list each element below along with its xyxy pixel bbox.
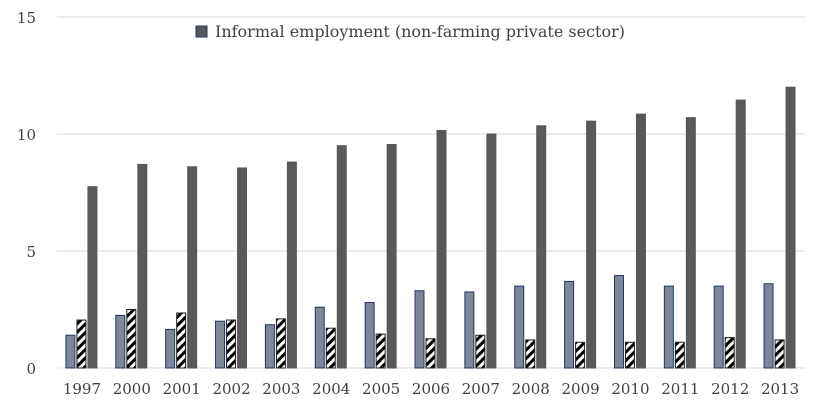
bar-informal-employment: [386, 144, 397, 369]
x-tick-label: 2006: [412, 380, 450, 398]
bar-series1: [65, 334, 76, 369]
bar-series1: [115, 314, 126, 369]
bar-series1: [165, 328, 176, 369]
x-tick-label: 2002: [212, 380, 250, 398]
bar-series1: [713, 285, 724, 369]
bar-series2: [325, 327, 336, 369]
x-tick-label: 2005: [362, 380, 400, 398]
bar-series1: [215, 320, 226, 369]
x-tick-label: 2009: [562, 380, 600, 398]
legend-swatch: [195, 25, 208, 38]
bar-series1: [613, 275, 624, 369]
bar-informal-employment: [237, 167, 248, 369]
y-tick-label: 0: [26, 360, 36, 378]
bar-series1: [414, 290, 425, 369]
bar-informal-employment: [785, 86, 796, 369]
bar-informal-employment: [436, 129, 447, 369]
bar-series2: [425, 338, 436, 369]
bar-series2: [575, 341, 586, 369]
bar-informal-employment: [187, 166, 198, 369]
bar-informal-employment: [735, 99, 746, 369]
bar-informal-employment: [486, 133, 497, 369]
bar-series2: [76, 319, 87, 369]
bar-series2: [375, 333, 386, 369]
legend: Informal employment (non-farming private…: [195, 22, 625, 41]
y-tick-label: 5: [26, 243, 36, 261]
bar-series2: [226, 319, 237, 369]
bar-series2: [126, 309, 137, 369]
y-tick-label: 10: [17, 126, 36, 144]
bar-series2: [475, 334, 486, 369]
x-axis: 1997 2000 2001 2002 2003 2004 2005 2006 2007 2008…: [63, 380, 799, 398]
bar-series1: [464, 291, 475, 369]
x-tick-label: 2010: [611, 380, 649, 398]
x-tick-label: 1997: [63, 380, 101, 398]
bar-informal-employment: [685, 117, 696, 369]
bar-series1: [663, 285, 674, 369]
bar-informal-employment: [586, 120, 597, 369]
bar-informal-employment: [137, 163, 148, 369]
x-tick-label: 2007: [462, 380, 500, 398]
bar-series2: [724, 337, 735, 369]
bar-informal-employment: [536, 125, 547, 369]
x-tick-label: 2001: [163, 380, 201, 398]
x-tick-label: 2003: [262, 380, 300, 398]
bar-series1: [364, 301, 375, 369]
bar-series1: [264, 324, 275, 369]
x-tick-label: 2008: [512, 380, 550, 398]
bar-informal-employment: [635, 113, 646, 369]
x-tick-label: 2011: [661, 380, 699, 398]
legend-label: Informal employment (non-farming private…: [215, 22, 625, 41]
bar-series1: [763, 283, 774, 369]
bar-series2: [275, 318, 286, 369]
bar-series1: [564, 280, 575, 369]
y-axis: 0 5 10 15: [17, 9, 36, 378]
x-tick-label: 2012: [711, 380, 749, 398]
bar-series2: [624, 341, 635, 369]
bar-series2: [674, 341, 685, 369]
bar-informal-employment: [286, 161, 297, 369]
bars: [65, 86, 796, 369]
bar-informal-employment: [87, 186, 98, 369]
bar-series2: [774, 339, 785, 369]
bar-series2: [525, 339, 536, 369]
x-tick-label: 2004: [312, 380, 350, 398]
y-tick-label: 15: [17, 9, 36, 27]
x-tick-label: 2000: [113, 380, 151, 398]
bar-informal-employment: [336, 145, 347, 369]
x-tick-label: 2013: [761, 380, 799, 398]
bar-series1: [514, 285, 525, 369]
bar-series2: [176, 312, 187, 369]
bar-series1: [314, 306, 325, 369]
